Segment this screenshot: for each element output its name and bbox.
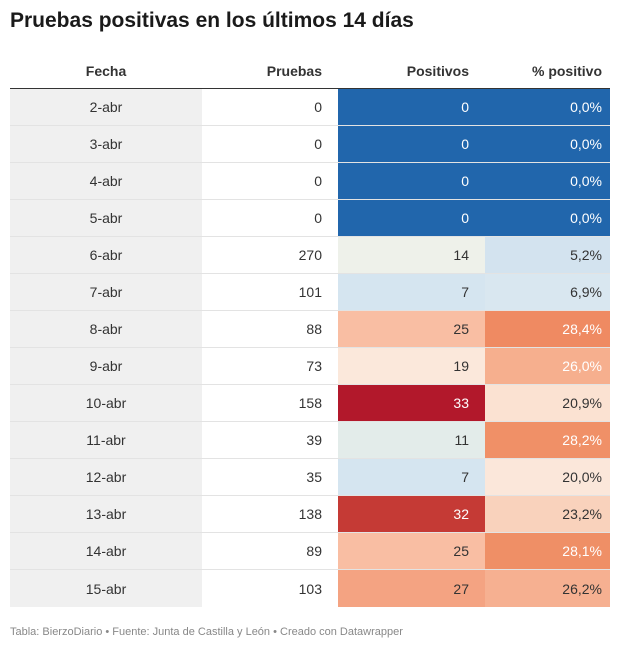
table-row: 14-abr 89 25 28,1%: [10, 533, 610, 570]
table-row: 4-abr 0 0 0,0%: [10, 163, 610, 200]
cell-pruebas: 89: [306, 543, 322, 559]
cell-fecha: 13-abr: [10, 496, 202, 532]
cell-fecha: 7-abr: [10, 274, 202, 310]
table-row: 7-abr 101 7 6,9%: [10, 274, 610, 311]
cell-pct-positivo: 6,9%: [485, 274, 610, 310]
cell-positivos: 0: [338, 126, 485, 162]
cell-fecha: 5-abr: [10, 200, 202, 236]
cell-fecha: 6-abr: [10, 237, 202, 273]
header-pruebas[interactable]: Pruebas: [266, 63, 322, 79]
cell-pct-positivo: 0,0%: [485, 126, 610, 162]
cell-pct-positivo: 23,2%: [485, 496, 610, 532]
header-fecha[interactable]: Fecha: [85, 63, 127, 79]
cell-positivos: 7: [338, 459, 485, 495]
cell-positivos: 33: [338, 385, 485, 421]
header-positivos[interactable]: Positivos: [406, 63, 469, 79]
cell-positivos: 27: [338, 570, 485, 607]
cell-positivos: 7: [338, 274, 485, 310]
data-table: Fecha Pruebas Positivos % positivo 2-abr…: [10, 53, 610, 607]
table-row: 13-abr 138 32 23,2%: [10, 496, 610, 533]
cell-pct-positivo: 5,2%: [485, 237, 610, 273]
cell-pruebas: 73: [306, 358, 322, 374]
cell-fecha: 15-abr: [10, 570, 202, 607]
table-row: 5-abr 0 0 0,0%: [10, 200, 610, 237]
cell-pct-positivo: 0,0%: [485, 89, 610, 125]
table-row: 15-abr 103 27 26,2%: [10, 570, 610, 607]
cell-fecha: 14-abr: [10, 533, 202, 569]
table-title: Pruebas positivas en los últimos 14 días: [10, 9, 414, 32]
cell-pruebas: 103: [298, 580, 322, 597]
table-body: 2-abr 0 0 0,0% 3-abr 0 0 0,0% 4-abr 0 0 0,0% 5-abr 0 0…: [10, 89, 610, 607]
cell-pruebas: 88: [306, 321, 322, 337]
table-row: 9-abr 73 19 26,0%: [10, 348, 610, 385]
cell-fecha: 9-abr: [10, 348, 202, 384]
table-header: Fecha Pruebas Positivos % positivo: [10, 53, 610, 89]
cell-pct-positivo: 28,2%: [485, 422, 610, 458]
table-row: 12-abr 35 7 20,0%: [10, 459, 610, 496]
cell-pruebas: 138: [298, 506, 322, 522]
table-row: 11-abr 39 11 28,2%: [10, 422, 610, 459]
cell-pruebas: 158: [298, 395, 322, 411]
cell-fecha: 2-abr: [10, 89, 202, 125]
header-pct-positivo[interactable]: % positivo: [531, 63, 602, 79]
cell-pruebas: 0: [314, 210, 322, 226]
cell-positivos: 25: [338, 533, 485, 569]
cell-fecha: 12-abr: [10, 459, 202, 495]
cell-positivos: 25: [338, 311, 485, 347]
table-row: 6-abr 270 14 5,2%: [10, 237, 610, 274]
cell-pruebas: 0: [314, 173, 322, 189]
table-row: 2-abr 0 0 0,0%: [10, 89, 610, 126]
cell-pruebas: 101: [298, 284, 322, 300]
cell-pruebas: 39: [306, 432, 322, 448]
cell-pct-positivo: 26,2%: [485, 570, 610, 607]
cell-pruebas: 0: [314, 136, 322, 152]
cell-fecha: 10-abr: [10, 385, 202, 421]
cell-positivos: 19: [338, 348, 485, 384]
cell-fecha: 8-abr: [10, 311, 202, 347]
cell-pruebas: 270: [298, 247, 322, 263]
table-row: 3-abr 0 0 0,0%: [10, 126, 610, 163]
table-row: 8-abr 88 25 28,4%: [10, 311, 610, 348]
cell-positivos: 32: [338, 496, 485, 532]
cell-positivos: 0: [338, 200, 485, 236]
cell-pct-positivo: 20,9%: [485, 385, 610, 421]
cell-pct-positivo: 0,0%: [485, 163, 610, 199]
cell-positivos: 14: [338, 237, 485, 273]
cell-fecha: 11-abr: [10, 422, 202, 458]
cell-pct-positivo: 28,1%: [485, 533, 610, 569]
cell-positivos: 0: [338, 89, 485, 125]
table-row: 10-abr 158 33 20,9%: [10, 385, 610, 422]
cell-pct-positivo: 20,0%: [485, 459, 610, 495]
cell-pct-positivo: 0,0%: [485, 200, 610, 236]
cell-fecha: 4-abr: [10, 163, 202, 199]
source-footer: Tabla: BierzoDiario • Fuente: Junta de C…: [10, 626, 403, 638]
cell-positivos: 0: [338, 163, 485, 199]
cell-fecha: 3-abr: [10, 126, 202, 162]
cell-pruebas: 0: [314, 99, 322, 115]
cell-positivos: 11: [338, 422, 485, 458]
cell-pruebas: 35: [306, 469, 322, 485]
cell-pct-positivo: 28,4%: [485, 311, 610, 347]
cell-pct-positivo: 26,0%: [485, 348, 610, 384]
